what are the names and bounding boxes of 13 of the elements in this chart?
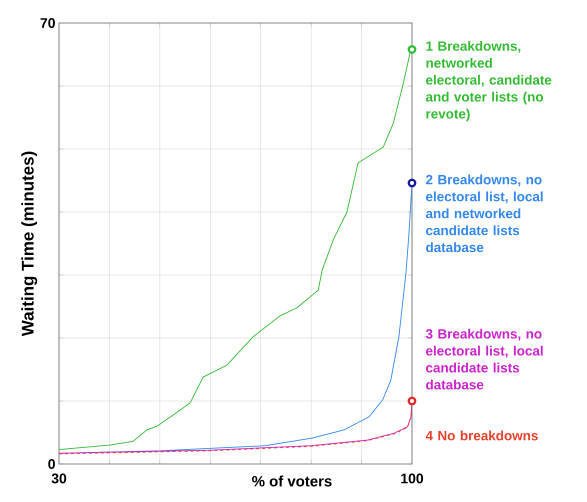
point <box>408 396 416 406</box>
series-label: 2 Breakdowns, no electoral list, local and networked candidate lists database <box>426 174 543 252</box>
series-label: 4 No breakdowns <box>426 430 538 440</box>
x-tick-label: 30 <box>52 474 66 484</box>
x-tick-label: 100 <box>401 474 424 484</box>
x-axis-title: % of voters <box>252 476 332 486</box>
y-axis-title: Waiting Time (minutes) <box>21 152 38 336</box>
point <box>408 178 416 188</box>
y-tick-label: 0 <box>48 459 55 469</box>
series-label: 1 Breakdowns, networked electoral, candidate and voter lists (no revote) <box>426 40 552 122</box>
point <box>408 45 416 54</box>
y-tick-label: 70 <box>40 18 55 28</box>
series-label: 3 Breakdowns, no electoral list, local candidate lists database <box>426 328 543 390</box>
